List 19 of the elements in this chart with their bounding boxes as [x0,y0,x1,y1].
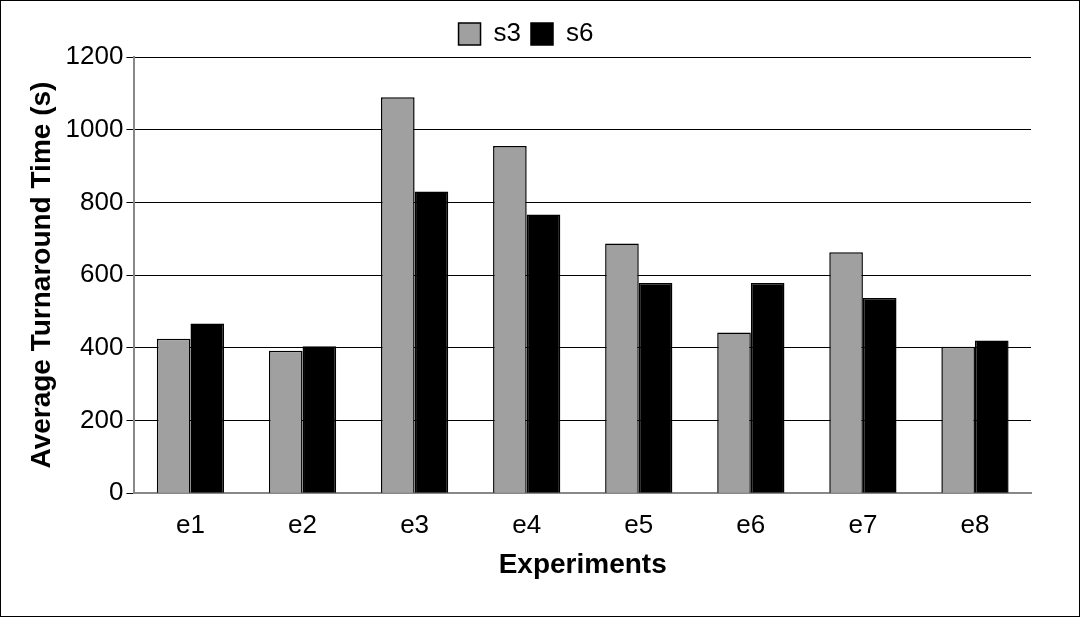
x-tick-label: e6 [736,508,766,539]
x-tick-label: e4 [512,508,542,539]
y-tick-label: 800 [80,185,124,216]
x-tick-label: e2 [288,508,318,539]
x-tick-label: e5 [624,508,654,539]
y-tick-label: 1000 [65,112,124,143]
x-axis-title: Experiments [498,547,667,579]
x-tick-label: e7 [848,508,878,539]
x-tick-label: e3 [400,508,430,539]
y-tick-label: 200 [80,403,124,434]
x-tick-label: e1 [176,508,205,539]
y-tick-label: 600 [80,258,124,289]
y-axis-title: Average Turnaround Time (s) [24,81,56,469]
x-tick-label: e8 [960,508,990,539]
y-tick-label: 1200 [65,40,124,71]
y-tick-label: 0 [108,476,124,507]
y-tick-label: 400 [80,330,124,361]
legend-label: s6 [566,17,594,48]
legend-label: s3 [493,17,522,48]
